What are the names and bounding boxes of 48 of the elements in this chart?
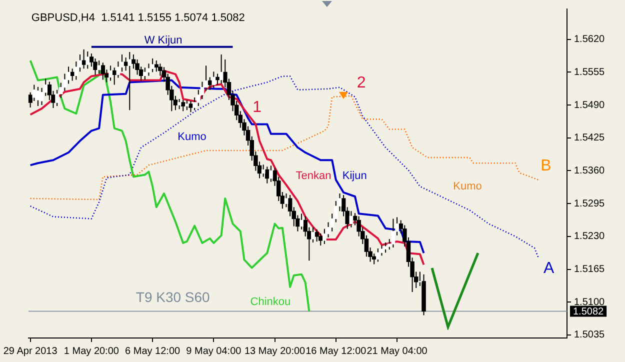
annotation: 1 (252, 99, 262, 116)
x-tick-label: 1 May 20:00 (64, 346, 120, 357)
x-tick-label: 13 May 20:00 (244, 346, 306, 357)
x-tick-label: 6 May 12:00 (125, 346, 181, 357)
y-tick-label: 1.5230 (574, 231, 606, 242)
line-series (30, 95, 539, 200)
candlestick (261, 164, 266, 178)
candlestick (142, 67, 147, 80)
x-tick-label: 9 May 04:00 (186, 346, 242, 357)
y-tick-label: 1.5555 (574, 66, 606, 78)
x-tick-label: 29 Apr 2013 (3, 346, 58, 357)
candlestick (318, 232, 323, 246)
candlestick (36, 86, 40, 107)
candlestick (391, 218, 396, 248)
annotation: B (540, 158, 552, 175)
annotation: Chinkou (250, 296, 291, 308)
annotation: Kumo (178, 130, 206, 143)
candlestick (97, 60, 102, 74)
chart-title: GBPUSD,H4 1.5141 1.5155 1.5074 1.5082 (31, 12, 245, 24)
x-tick-label: 21 May 04:00 (366, 346, 428, 357)
y-tick-label: 1.5620 (574, 34, 606, 46)
y-tick-label: 1.5035 (574, 330, 606, 341)
y-tick-label: 1.5490 (574, 100, 606, 111)
candlestick (300, 213, 304, 230)
candlestick (269, 165, 273, 182)
candlestick (108, 65, 112, 82)
candlestick (180, 99, 186, 112)
ref-line-label: 1.5082 (573, 306, 604, 318)
y-tick-label: 1.5165 (574, 264, 606, 276)
candlestick (376, 248, 380, 262)
annotation: Tenkan (296, 170, 332, 182)
y-tick-label: 1.5425 (574, 132, 606, 144)
candlestick (212, 71, 216, 88)
annotation: 2 (356, 74, 366, 92)
annotation: T9 K30 S60 (136, 288, 210, 305)
annotation: A (543, 260, 554, 278)
candlestick (128, 51, 132, 111)
candlestick (150, 58, 154, 73)
candlestick (86, 50, 90, 70)
line-series (30, 76, 539, 258)
candlestick (422, 274, 426, 316)
x-tick-label: 16 May 12:00 (306, 346, 367, 357)
annotation: Kijun (342, 170, 367, 182)
y-tick-label: 1.5360 (574, 165, 606, 176)
y-tick-label: 1.5100 (574, 296, 606, 308)
annotation: Kumo (453, 180, 482, 193)
y-tick-label: 1.5295 (574, 198, 606, 210)
annotation: W Kijun (144, 34, 182, 46)
